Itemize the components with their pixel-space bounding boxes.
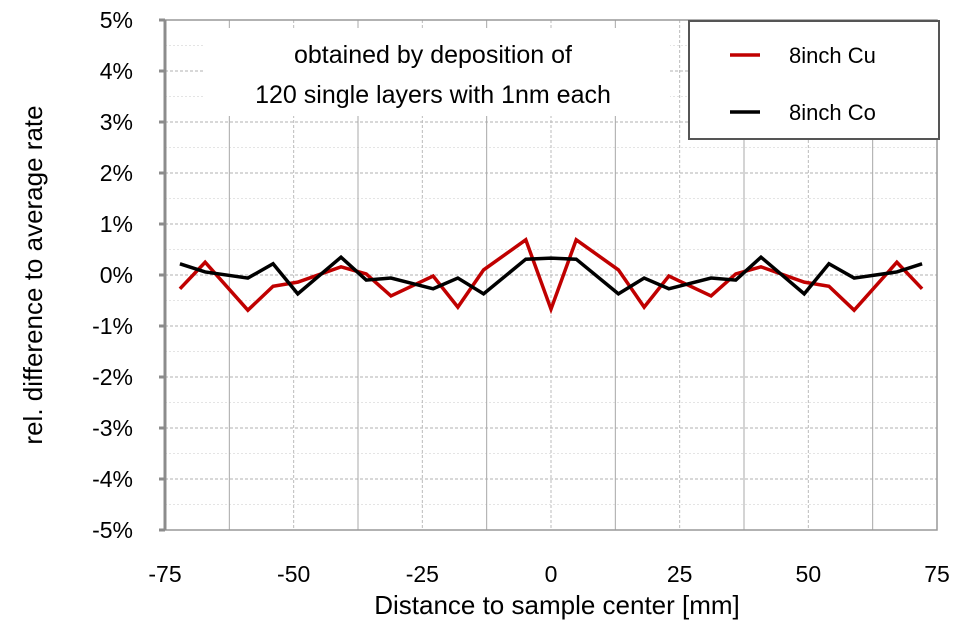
y-tick-label: 3%	[100, 109, 133, 135]
y-tick-label: -2%	[92, 364, 133, 390]
y-tick-label: 1%	[100, 211, 133, 237]
y-axis-label: rel. difference to average rate	[18, 105, 48, 444]
x-tick-label: 75	[924, 561, 950, 587]
y-tick-label: 4%	[100, 58, 133, 84]
y-tick-label: 5%	[100, 7, 133, 33]
y-tick-label: -5%	[92, 517, 133, 543]
y-tick-label: -4%	[92, 466, 133, 492]
x-tick-label: -75	[148, 561, 181, 587]
x-tick-label: 25	[667, 561, 693, 587]
x-tick-label: -50	[277, 561, 310, 587]
annotation-line-2: 120 single layers with 1nm each	[255, 81, 611, 109]
annotation-line-1: obtained by deposition of	[294, 41, 572, 69]
y-tick-label: 0%	[100, 262, 133, 288]
x-tick-label: 0	[545, 561, 558, 587]
y-tick-label: -1%	[92, 313, 133, 339]
y-tick-label: 2%	[100, 160, 133, 186]
legend-label: 8inch Cu	[789, 43, 876, 68]
x-axis-label: Distance to sample center [mm]	[374, 590, 740, 620]
y-tick-label: -3%	[92, 415, 133, 441]
x-tick-label: 50	[796, 561, 822, 587]
x-tick-label: -25	[406, 561, 439, 587]
legend-label: 8inch Co	[789, 100, 876, 125]
